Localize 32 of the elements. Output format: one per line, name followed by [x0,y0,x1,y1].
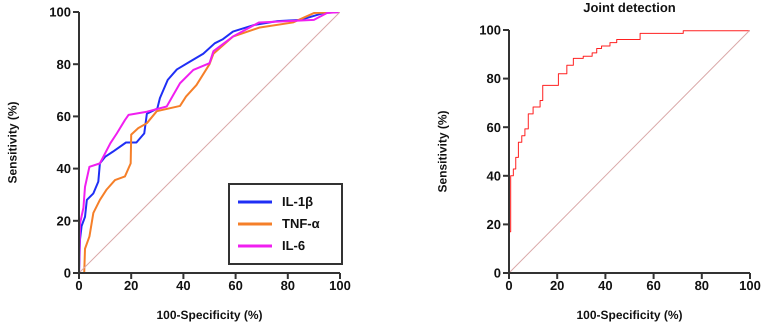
chart-title: Joint detection [582,0,677,15]
y-tick-label: 0 [64,266,71,281]
x-tick-label: 20 [550,278,564,294]
y-tick-label: 60 [486,120,501,135]
y-tick-label: 100 [49,4,71,20]
legend-label: TNF-α [282,215,320,233]
x-tick-label: 0 [505,278,513,294]
y-tick-label: 80 [56,56,71,72]
y-tick-label: 40 [56,161,71,176]
y-tick-label: 40 [486,168,501,184]
x-tick-label: 20 [124,278,138,294]
y-tick-label: 0 [494,266,501,281]
y-tick-label: 20 [486,217,501,232]
y-tick-label: 20 [56,213,71,228]
y-tick-label: 80 [486,71,501,86]
x-tick-label: 0 [75,278,83,294]
x-tick-label: 60 [228,278,243,294]
y-axis-title: Sensitivity (%) [435,110,450,193]
x-tick-label: 80 [280,278,296,294]
x-axis-title: 100-Specificity (%) [156,308,263,322]
x-tick-label: 40 [176,278,191,294]
legend-label: IL-6 [282,237,306,255]
y-tick-label: 100 [479,22,501,38]
x-tick-label: 100 [739,278,761,294]
x-tick-label: 60 [646,278,661,294]
x-tick-label: 40 [598,278,613,294]
x-axis-title: 100-Specificity (%) [576,308,683,322]
legend-label: IL-1β [282,193,314,211]
y-axis-title: Sensitivity (%) [5,101,20,184]
x-tick-label: 100 [329,278,351,294]
y-tick-label: 60 [56,109,71,124]
x-tick-label: 80 [694,278,710,294]
